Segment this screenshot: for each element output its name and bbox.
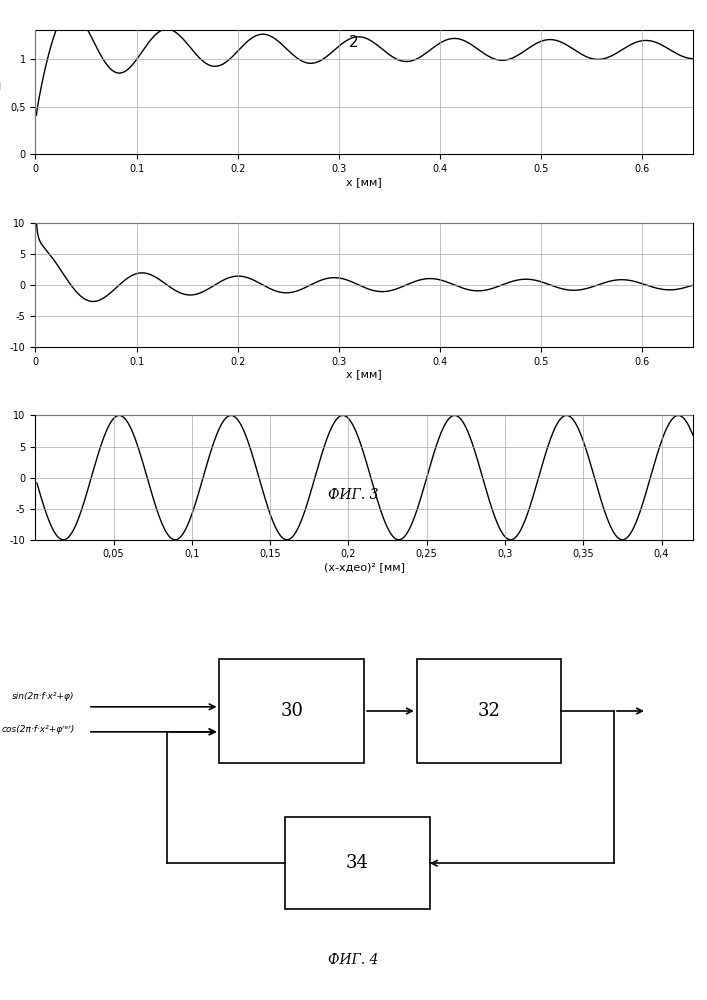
FancyBboxPatch shape [219, 659, 364, 763]
Text: ФИГ. 4: ФИГ. 4 [328, 953, 379, 967]
Text: sin(2π·f·x²+φ): sin(2π·f·x²+φ) [12, 692, 75, 701]
Text: ФИГ. 3: ФИГ. 3 [328, 488, 379, 502]
Text: 2: 2 [349, 35, 358, 50]
FancyBboxPatch shape [285, 817, 430, 909]
X-axis label: x [мм]: x [мм] [346, 370, 382, 380]
X-axis label: x [мм]: x [мм] [346, 177, 382, 187]
Text: 30: 30 [280, 702, 303, 720]
X-axis label: (x-xдео)² [мм]: (x-xдео)² [мм] [324, 562, 404, 572]
Text: 32: 32 [478, 702, 501, 720]
Text: cos(2π·f·x²+φʳᵉʳ): cos(2π·f·x²+φʳᵉʳ) [1, 725, 75, 734]
FancyBboxPatch shape [416, 659, 561, 763]
Text: 34: 34 [346, 854, 369, 872]
